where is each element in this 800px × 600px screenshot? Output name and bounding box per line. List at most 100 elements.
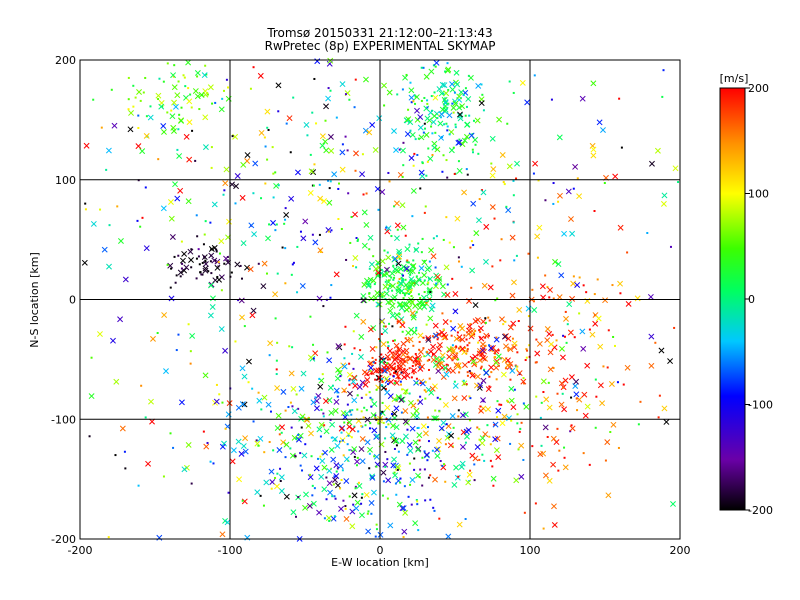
data-point-dot xyxy=(434,278,437,281)
data-point-dot xyxy=(497,349,500,352)
data-point-dot xyxy=(396,468,399,471)
data-point-dot xyxy=(484,317,487,320)
data-point-dot xyxy=(310,455,313,458)
data-point-dot xyxy=(491,349,494,352)
data-point-x xyxy=(398,288,405,295)
data-point-x xyxy=(331,171,338,178)
data-point-dot xyxy=(393,205,396,208)
data-point-x xyxy=(463,133,470,140)
data-point-dot xyxy=(573,336,576,339)
data-point-dot xyxy=(174,281,177,284)
data-point-x xyxy=(412,356,419,363)
colorbar-tick-label: 100 xyxy=(748,188,769,201)
data-point-dot xyxy=(484,336,487,339)
data-point-dot xyxy=(486,424,489,427)
data-point-dot xyxy=(290,273,293,276)
data-point-dot xyxy=(370,372,373,375)
data-point-dot xyxy=(527,252,530,255)
data-point-dot xyxy=(531,288,534,291)
data-point-x xyxy=(428,306,435,313)
data-point-x xyxy=(105,147,112,154)
data-point-dot xyxy=(279,480,282,483)
data-point-dot xyxy=(488,385,491,388)
data-point-x xyxy=(589,142,596,149)
data-point-dot xyxy=(395,263,398,266)
data-point-x xyxy=(229,458,236,465)
data-point-x xyxy=(346,419,353,426)
data-point-x xyxy=(510,404,517,411)
data-point-dot xyxy=(377,376,380,379)
data-point-x xyxy=(402,509,409,516)
data-point-x xyxy=(275,412,282,419)
data-point-dot xyxy=(398,257,401,260)
data-point-dot xyxy=(384,387,387,390)
data-point-dot xyxy=(132,105,135,108)
data-point-x xyxy=(446,346,453,353)
data-point-x xyxy=(101,246,108,253)
data-point-x xyxy=(283,441,290,448)
data-point-dot xyxy=(264,182,267,185)
data-point-dot xyxy=(312,343,315,346)
data-point-dot xyxy=(478,438,481,441)
data-point-dot xyxy=(447,88,450,91)
x-axis-label: E-W location [km] xyxy=(331,556,429,569)
data-point-x xyxy=(198,91,205,98)
data-point-x xyxy=(169,234,176,240)
data-point-x xyxy=(385,254,392,261)
data-point-x xyxy=(319,142,326,149)
data-point-dot xyxy=(401,330,404,333)
data-point-dot xyxy=(391,289,394,292)
data-point-x xyxy=(470,358,477,365)
data-point-x xyxy=(409,131,416,138)
data-point-x xyxy=(317,195,324,202)
data-point-dot xyxy=(369,285,372,288)
data-point-dot xyxy=(457,409,460,412)
data-point-dot xyxy=(90,356,93,359)
data-point-dot xyxy=(340,479,343,482)
data-point-dot xyxy=(251,387,254,390)
data-point-x xyxy=(353,312,360,319)
data-point-dot xyxy=(393,382,396,385)
data-point-dot xyxy=(515,365,518,368)
data-point-x xyxy=(326,397,333,404)
data-point-dot xyxy=(384,450,387,453)
data-point-dot xyxy=(506,399,509,402)
data-point-x xyxy=(394,235,400,242)
data-point-x xyxy=(250,307,257,314)
data-point-x xyxy=(450,348,457,355)
data-point-x xyxy=(332,407,339,414)
data-point-dot xyxy=(397,376,400,379)
data-point-x xyxy=(572,163,579,170)
data-point-x xyxy=(208,246,215,252)
data-point-dot xyxy=(190,266,193,269)
data-point-x xyxy=(329,421,336,428)
data-point-dot xyxy=(202,243,205,246)
data-point-dot xyxy=(442,92,445,95)
data-point-dot xyxy=(139,99,142,102)
data-point-x xyxy=(274,483,280,490)
data-point-dot xyxy=(252,192,255,195)
data-point-dot xyxy=(382,362,385,365)
data-point-x xyxy=(279,424,286,431)
data-point-dot xyxy=(395,493,398,496)
data-point-dot xyxy=(362,193,365,196)
data-point-dot xyxy=(380,353,383,356)
data-point-x xyxy=(359,379,366,386)
data-point-dot xyxy=(425,323,428,326)
data-point-dot xyxy=(434,284,437,287)
data-point-x xyxy=(509,234,516,241)
data-point-x xyxy=(387,347,393,354)
data-point-x xyxy=(353,150,359,157)
data-point-dot xyxy=(368,452,371,455)
data-point-x xyxy=(246,358,252,365)
data-point-dot xyxy=(370,405,373,408)
data-point-dot xyxy=(334,497,337,500)
data-point-x xyxy=(399,202,406,209)
data-point-dot xyxy=(413,152,416,155)
data-point-dot xyxy=(257,444,260,447)
data-point-dot xyxy=(466,374,469,377)
data-point-dot xyxy=(473,479,476,482)
data-point-x xyxy=(188,257,194,263)
data-point-x xyxy=(452,382,459,389)
